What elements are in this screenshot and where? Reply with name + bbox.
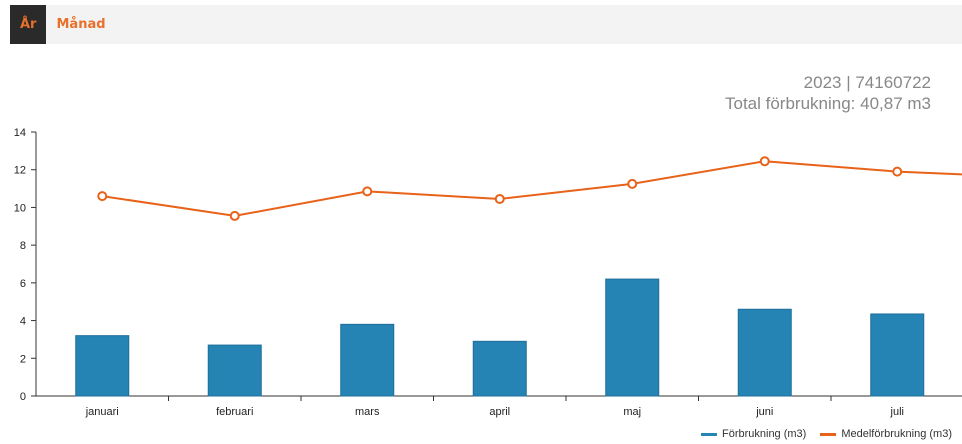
y-tick-label: 14 (14, 127, 26, 139)
bar-forbrukning (737, 308, 792, 397)
y-tick-label: 4 (20, 316, 26, 328)
bar-forbrukning (870, 313, 925, 397)
legend-label-consumption: Förbrukning (m3) (721, 428, 807, 440)
line-point-medelforbrukning (229, 210, 240, 221)
legend-item-consumption[interactable]: Förbrukning (m3) (700, 428, 807, 440)
x-tick-label: februari (216, 406, 253, 418)
x-tick-label: april (489, 406, 510, 418)
line-point-medelforbrukning (759, 156, 770, 167)
x-tick-label: juni (755, 406, 773, 418)
x-tick-label: mars (355, 406, 380, 418)
y-tick-label: 6 (20, 278, 26, 290)
y-tick-label: 10 (14, 202, 26, 214)
legend-item-average[interactable]: Medelförbrukning (m3) (820, 428, 952, 440)
y-tick-label: 12 (14, 165, 26, 177)
legend-label-average: Medelförbrukning (m3) (841, 428, 952, 440)
y-tick-label: 8 (20, 240, 26, 252)
legend-swatch-consumption (700, 432, 717, 436)
y-tick-label: 2 (20, 353, 26, 365)
line-point-medelforbrukning (892, 166, 903, 177)
period-tabbar: År Månad (10, 5, 962, 44)
bar-forbrukning (340, 323, 395, 397)
bar-forbrukning (605, 278, 660, 397)
x-tick-label: januari (85, 406, 119, 418)
bar-forbrukning (472, 340, 527, 397)
bar-forbrukning (75, 335, 130, 397)
line-medelforbrukning (102, 160, 962, 217)
tab-month[interactable]: Månad (56, 17, 106, 32)
legend-swatch-average (820, 432, 837, 436)
line-point-medelforbrukning (627, 178, 638, 189)
line-point-medelforbrukning (494, 193, 505, 204)
tab-year[interactable]: År (10, 5, 47, 44)
chart-title-line1: 2023 | 74160722 (803, 73, 931, 92)
bar-forbrukning (207, 344, 262, 397)
chart-title-line2: Total förbrukning: 40,87 m3 (724, 94, 931, 113)
x-tick-label: juli (890, 406, 904, 418)
line-point-medelforbrukning (97, 191, 108, 202)
chart-legend: Förbrukning (m3) Medelförbrukning (m3) (700, 428, 952, 440)
line-point-medelforbrukning (362, 186, 373, 197)
y-tick-label: 0 (20, 391, 26, 403)
chart-title: 2023 | 74160722 Total förbrukning: 40,87… (725, 72, 931, 114)
x-tick-label: maj (623, 406, 641, 418)
